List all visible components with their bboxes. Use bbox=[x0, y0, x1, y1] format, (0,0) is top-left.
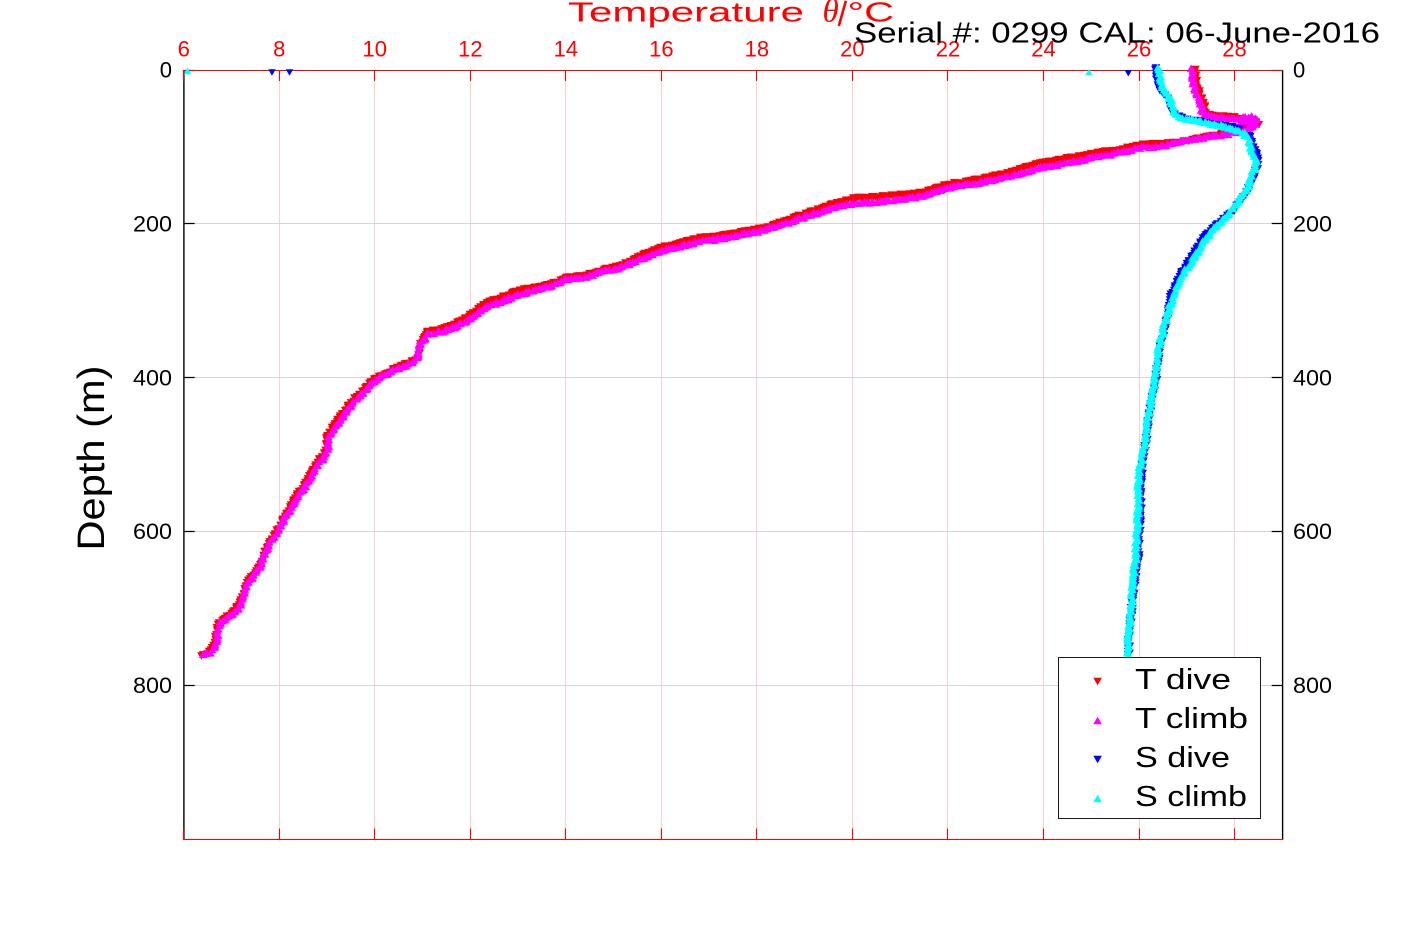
svg-text:6: 6 bbox=[178, 37, 190, 62]
svg-text:14: 14 bbox=[554, 37, 578, 62]
svg-text:T dive: T dive bbox=[1135, 664, 1231, 696]
svg-text:16: 16 bbox=[649, 37, 673, 62]
svg-text:200: 200 bbox=[1293, 212, 1332, 237]
svg-text:400: 400 bbox=[133, 365, 172, 390]
svg-text:10: 10 bbox=[363, 37, 387, 62]
svg-text:28: 28 bbox=[1222, 37, 1246, 62]
svg-text:Serial #: 0299 CAL: 06-June-20: Serial #: 0299 CAL: 06-June-2016 bbox=[854, 17, 1380, 49]
svg-text:0: 0 bbox=[1293, 58, 1305, 83]
svg-text:θ: θ bbox=[823, 0, 839, 30]
svg-text:800: 800 bbox=[133, 673, 172, 698]
svg-text:S climb: S climb bbox=[1135, 781, 1247, 813]
svg-text:12: 12 bbox=[458, 37, 482, 62]
svg-text:20: 20 bbox=[840, 37, 864, 62]
svg-text:Temperature: Temperature bbox=[568, 0, 804, 28]
svg-text:24: 24 bbox=[1031, 37, 1055, 62]
svg-text:Depth (m): Depth (m) bbox=[71, 366, 113, 551]
svg-text:200: 200 bbox=[133, 212, 172, 237]
svg-text:°C: °C bbox=[848, 0, 895, 28]
svg-text:0: 0 bbox=[160, 58, 172, 83]
svg-text:600: 600 bbox=[133, 519, 172, 544]
svg-text:600: 600 bbox=[1293, 519, 1332, 544]
svg-text:8: 8 bbox=[273, 37, 285, 62]
svg-text:26: 26 bbox=[1127, 37, 1151, 62]
svg-text:T climb: T climb bbox=[1135, 703, 1248, 735]
svg-text:400: 400 bbox=[1293, 365, 1332, 390]
svg-text:22: 22 bbox=[936, 37, 960, 62]
svg-text:18: 18 bbox=[745, 37, 769, 62]
svg-text:S dive: S dive bbox=[1135, 742, 1230, 774]
svg-text:800: 800 bbox=[1293, 673, 1332, 698]
